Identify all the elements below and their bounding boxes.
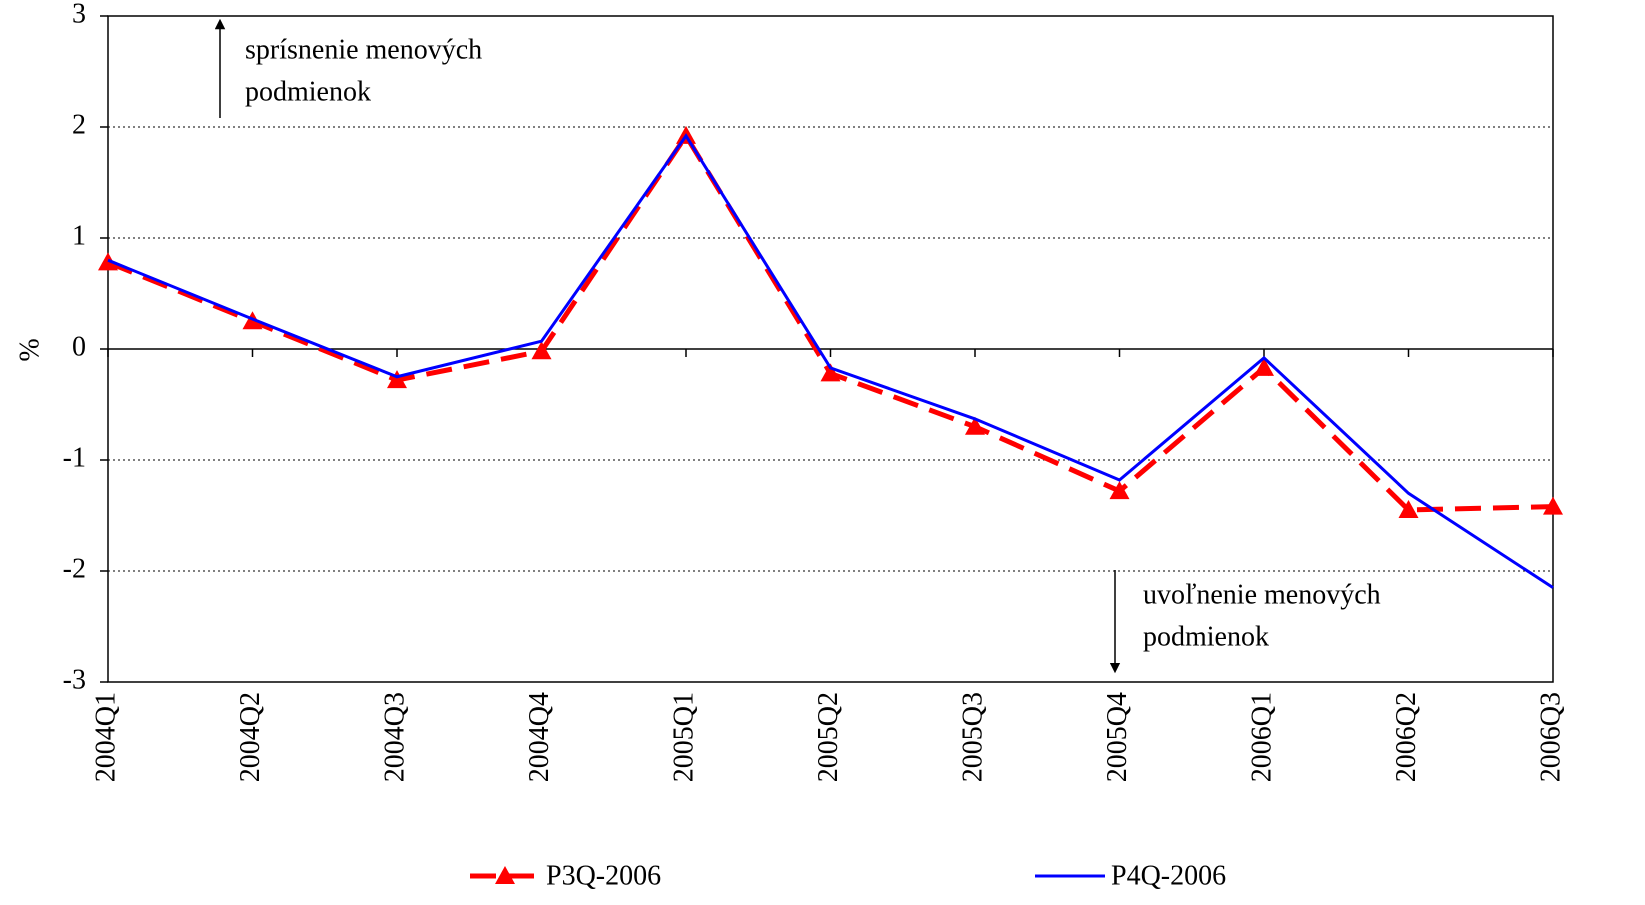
series-line [107,131,1554,513]
x-tick-label: 2005Q2 [813,692,844,782]
x-tick-label: 2006Q2 [1391,692,1422,782]
x-tick-label: 2004Q4 [524,692,555,782]
x-tick-label: 2004Q3 [379,692,410,782]
y-axis-label: % [14,338,45,361]
legend-label: P3Q-2006 [546,860,661,891]
y-tick-label: -2 [63,553,86,584]
y-tick-label: -3 [63,664,86,695]
series-marker [1398,499,1419,518]
series-marker [1109,481,1130,500]
x-tick-label: 2005Q1 [668,692,699,782]
series-marker [531,341,552,360]
annotation-text: podmienok [245,76,371,107]
legend-label: P4Q-2006 [1111,860,1226,891]
x-tick-label: 2004Q1 [90,692,121,782]
series-marker [1254,357,1274,376]
y-tick-label: 2 [72,109,86,140]
legend-marker [495,866,515,884]
x-tick-label: 2006Q3 [1535,692,1566,782]
x-tick-label: 2005Q3 [957,692,988,782]
series-marker [387,370,407,389]
series-marker [820,363,841,382]
y-tick-label: 1 [72,220,86,251]
annotation-text: uvoľnenie menových [1143,579,1381,610]
annotation-text: sprísnenie menových [245,34,482,65]
series-line [107,133,1554,589]
x-tick-label: 2006Q1 [1246,692,1277,782]
y-tick-label: 3 [72,0,86,29]
series-marker [1543,496,1563,515]
annotation-text: podmienok [1143,621,1269,652]
y-tick-label: 0 [72,331,86,362]
y-tick-label: -1 [63,442,86,473]
x-tick-label: 2004Q2 [235,692,266,782]
series-marker [965,416,985,435]
x-tick-label: 2005Q4 [1102,692,1133,782]
